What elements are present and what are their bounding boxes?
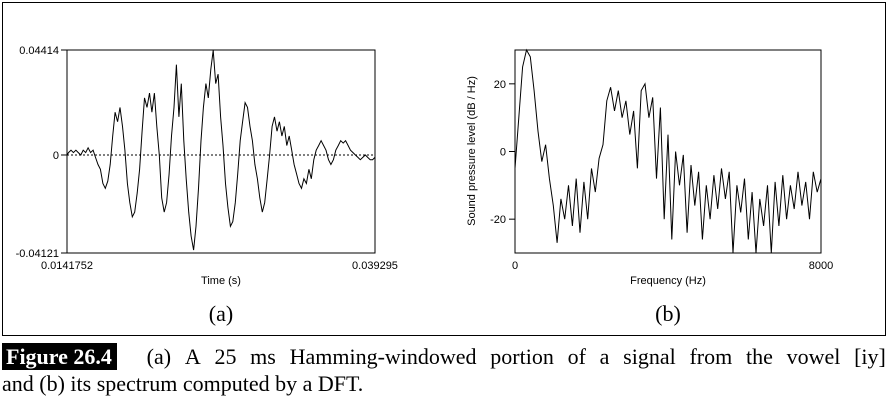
spectrum-x-axis-label: Frequency (Hz) xyxy=(630,275,706,287)
spectrum-y-axis-label: Sound pressure level (dB / Hz) xyxy=(466,76,478,226)
spectrum-y-tick-label-0: 0 xyxy=(500,147,506,159)
caption-word: a xyxy=(599,344,610,369)
waveform-y-tick-label-bottom: -0.04121 xyxy=(16,248,59,260)
spectrum-y-tick-label-minus-20: -20 xyxy=(490,214,506,226)
spectrum-plot-area xyxy=(514,49,822,254)
panel-label-a: (a) xyxy=(209,301,233,326)
waveform-x-tick-label-start: 0.0141752 xyxy=(41,260,93,272)
caption-word: signal xyxy=(623,344,676,369)
figure-canvas: 0.04414 0 -0.04121 0.0141752 0.039295 Ti… xyxy=(16,45,834,326)
waveform-series-line xyxy=(66,50,376,251)
caption-word: [iy] xyxy=(854,344,886,369)
spectrum-y-tick-label-20: 20 xyxy=(494,79,506,91)
caption-word: Hamming-windowed xyxy=(289,344,477,369)
caption-word: ms xyxy=(250,344,276,369)
spectrum-chart: 20 0 -20 0 8000 Frequency (Hz) Sound pre… xyxy=(466,48,833,326)
spectrum-x-tick-label-start: 0 xyxy=(512,260,518,272)
caption-line-1: Figure 26.4 (a) A 25 ms Hamming-windowed port… xyxy=(2,343,886,370)
waveform-plot-area xyxy=(66,49,376,254)
caption-word: of xyxy=(567,344,586,369)
spectrum-x-tick-label-end: 8000 xyxy=(809,260,833,272)
caption-word: (a) xyxy=(146,344,172,369)
caption-line-2: and (b) its spectrum computed by a DFT. xyxy=(2,371,364,396)
caption-word: from xyxy=(689,344,733,369)
waveform-y-tick-label-zero: 0 xyxy=(53,150,59,162)
figure-number-badge: Figure 26.4 xyxy=(2,343,117,370)
caption-word: portion xyxy=(490,344,554,369)
figure-frame: 0.04414 0 -0.04121 0.0141752 0.039295 Ti… xyxy=(2,2,886,336)
waveform-x-axis-label: Time (s) xyxy=(201,275,241,287)
caption-word: the xyxy=(745,344,773,369)
waveform-chart: 0.04414 0 -0.04121 0.0141752 0.039295 Ti… xyxy=(16,45,398,326)
waveform-x-tick-label-end: 0.039295 xyxy=(352,260,398,272)
spectrum-series-line xyxy=(514,48,822,254)
caption-word: vowel xyxy=(786,344,841,369)
figure-caption: Figure 26.4 (a) A 25 ms Hamming-windowed port… xyxy=(2,343,886,397)
caption-word: A xyxy=(184,344,201,369)
waveform-y-tick-label-top: 0.04414 xyxy=(19,45,59,57)
panel-label-b: (b) xyxy=(655,301,681,326)
caption-word: 25 xyxy=(214,344,237,369)
